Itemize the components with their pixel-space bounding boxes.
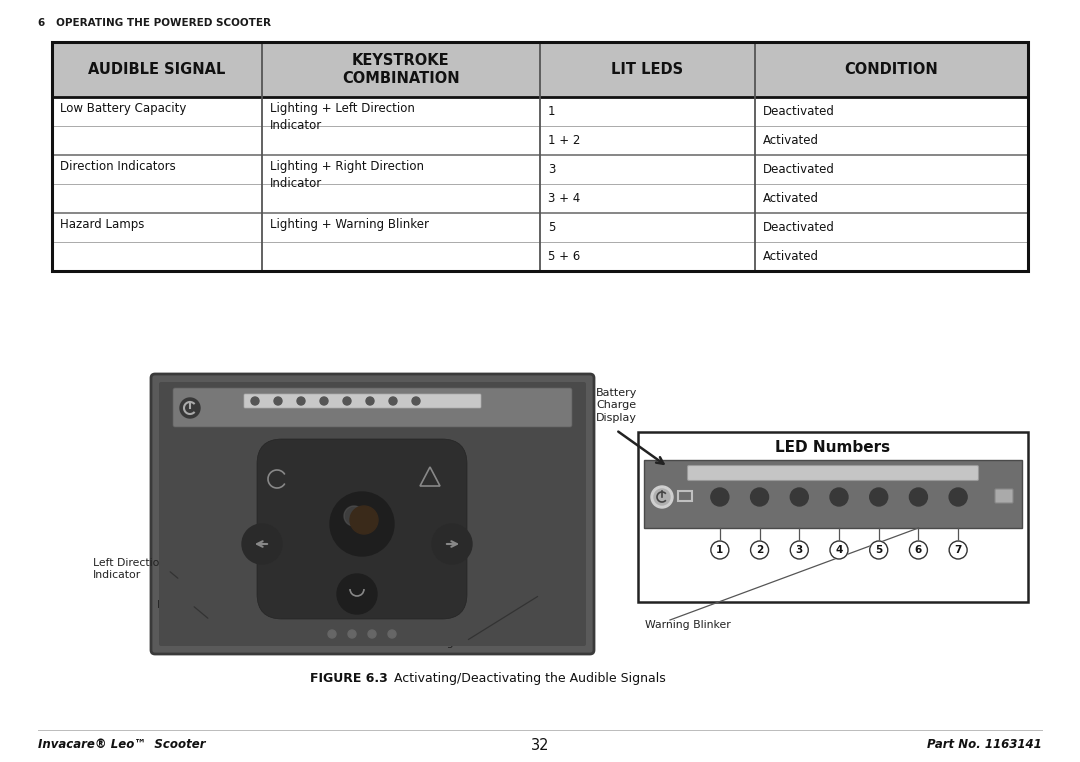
Circle shape <box>337 574 377 614</box>
FancyBboxPatch shape <box>688 466 978 481</box>
Text: Part No. 1163141: Part No. 1163141 <box>928 738 1042 751</box>
Circle shape <box>366 397 374 405</box>
Text: 3 + 4: 3 + 4 <box>548 192 580 205</box>
Text: KEYSTROKE
COMBINATION: KEYSTROKE COMBINATION <box>342 53 460 86</box>
FancyBboxPatch shape <box>995 489 1013 503</box>
Circle shape <box>345 506 364 526</box>
Text: CONDITION: CONDITION <box>845 62 939 77</box>
Text: Low Battery Capacity: Low Battery Capacity <box>60 102 187 115</box>
Circle shape <box>320 397 328 405</box>
Text: AUDIBLE SIGNAL: AUDIBLE SIGNAL <box>89 62 226 77</box>
Text: Activated: Activated <box>762 192 819 205</box>
Text: 6: 6 <box>915 545 922 555</box>
Text: 6   OPERATING THE POWERED SCOOTER: 6 OPERATING THE POWERED SCOOTER <box>38 18 271 28</box>
Circle shape <box>251 397 259 405</box>
Circle shape <box>751 488 769 506</box>
Text: Direction Indicators: Direction Indicators <box>60 160 176 173</box>
Text: LIT LEDS: LIT LEDS <box>611 62 684 77</box>
Circle shape <box>831 488 848 506</box>
Circle shape <box>328 630 336 638</box>
Circle shape <box>411 397 420 405</box>
Circle shape <box>751 541 769 559</box>
Circle shape <box>368 630 376 638</box>
Circle shape <box>791 541 808 559</box>
Circle shape <box>297 397 305 405</box>
Text: FIGURE 6.3: FIGURE 6.3 <box>310 672 388 685</box>
Circle shape <box>869 541 888 559</box>
Circle shape <box>432 524 472 564</box>
Text: 5 + 6: 5 + 6 <box>548 250 580 263</box>
Circle shape <box>348 630 356 638</box>
Circle shape <box>242 524 282 564</box>
Circle shape <box>259 461 295 497</box>
Circle shape <box>654 489 670 505</box>
FancyBboxPatch shape <box>257 439 467 619</box>
Text: Lighting + Warning Blinker: Lighting + Warning Blinker <box>270 218 429 231</box>
FancyBboxPatch shape <box>644 460 1022 528</box>
FancyBboxPatch shape <box>638 432 1028 602</box>
Text: Left Direction
Indicator: Left Direction Indicator <box>93 558 166 581</box>
FancyBboxPatch shape <box>52 42 1028 97</box>
Text: Activating/Deactivating the Audible Signals: Activating/Deactivating the Audible Sign… <box>382 672 665 685</box>
Text: 2: 2 <box>756 545 764 555</box>
Circle shape <box>180 398 200 418</box>
Circle shape <box>831 541 848 559</box>
Text: 4: 4 <box>835 545 842 555</box>
Circle shape <box>949 488 968 506</box>
Circle shape <box>388 630 396 638</box>
Circle shape <box>791 488 808 506</box>
Circle shape <box>411 461 448 497</box>
Circle shape <box>274 397 282 405</box>
Text: 1: 1 <box>548 105 555 118</box>
FancyBboxPatch shape <box>173 388 572 427</box>
Circle shape <box>330 492 394 556</box>
Text: Deactivated: Deactivated <box>762 163 835 176</box>
Circle shape <box>869 488 888 506</box>
Text: Activated: Activated <box>762 250 819 263</box>
Text: LED Numbers: LED Numbers <box>775 440 891 456</box>
Circle shape <box>711 488 729 506</box>
Text: Deactivated: Deactivated <box>762 221 835 234</box>
Circle shape <box>651 486 673 508</box>
Text: Battery
Charge
Display: Battery Charge Display <box>596 388 637 423</box>
Circle shape <box>711 541 729 559</box>
Text: 3: 3 <box>548 163 555 176</box>
Text: 3: 3 <box>796 545 802 555</box>
Circle shape <box>909 488 928 506</box>
Text: 7: 7 <box>955 545 962 555</box>
Text: 1: 1 <box>716 545 724 555</box>
Text: 32: 32 <box>530 738 550 753</box>
FancyBboxPatch shape <box>244 394 481 408</box>
Text: Lighting: Lighting <box>157 600 201 610</box>
Text: Lighting + Left Direction
Indicator: Lighting + Left Direction Indicator <box>270 102 415 132</box>
Text: 1 + 2: 1 + 2 <box>548 134 580 147</box>
Text: Hazard Lamps: Hazard Lamps <box>60 218 145 231</box>
FancyBboxPatch shape <box>151 374 594 654</box>
Text: Right Direction Indicator: Right Direction Indicator <box>436 638 569 648</box>
Circle shape <box>343 397 351 405</box>
Text: Warning Blinker: Warning Blinker <box>645 620 731 630</box>
Text: Lighting + Right Direction
Indicator: Lighting + Right Direction Indicator <box>270 160 423 190</box>
Circle shape <box>350 506 378 534</box>
Text: Deactivated: Deactivated <box>762 105 835 118</box>
Circle shape <box>389 397 397 405</box>
Text: Activated: Activated <box>762 134 819 147</box>
Text: 5: 5 <box>875 545 882 555</box>
FancyBboxPatch shape <box>159 382 586 646</box>
Circle shape <box>949 541 968 559</box>
Circle shape <box>909 541 928 559</box>
Text: Invacare® Leo™  Scooter: Invacare® Leo™ Scooter <box>38 738 205 751</box>
Text: 5: 5 <box>548 221 555 234</box>
